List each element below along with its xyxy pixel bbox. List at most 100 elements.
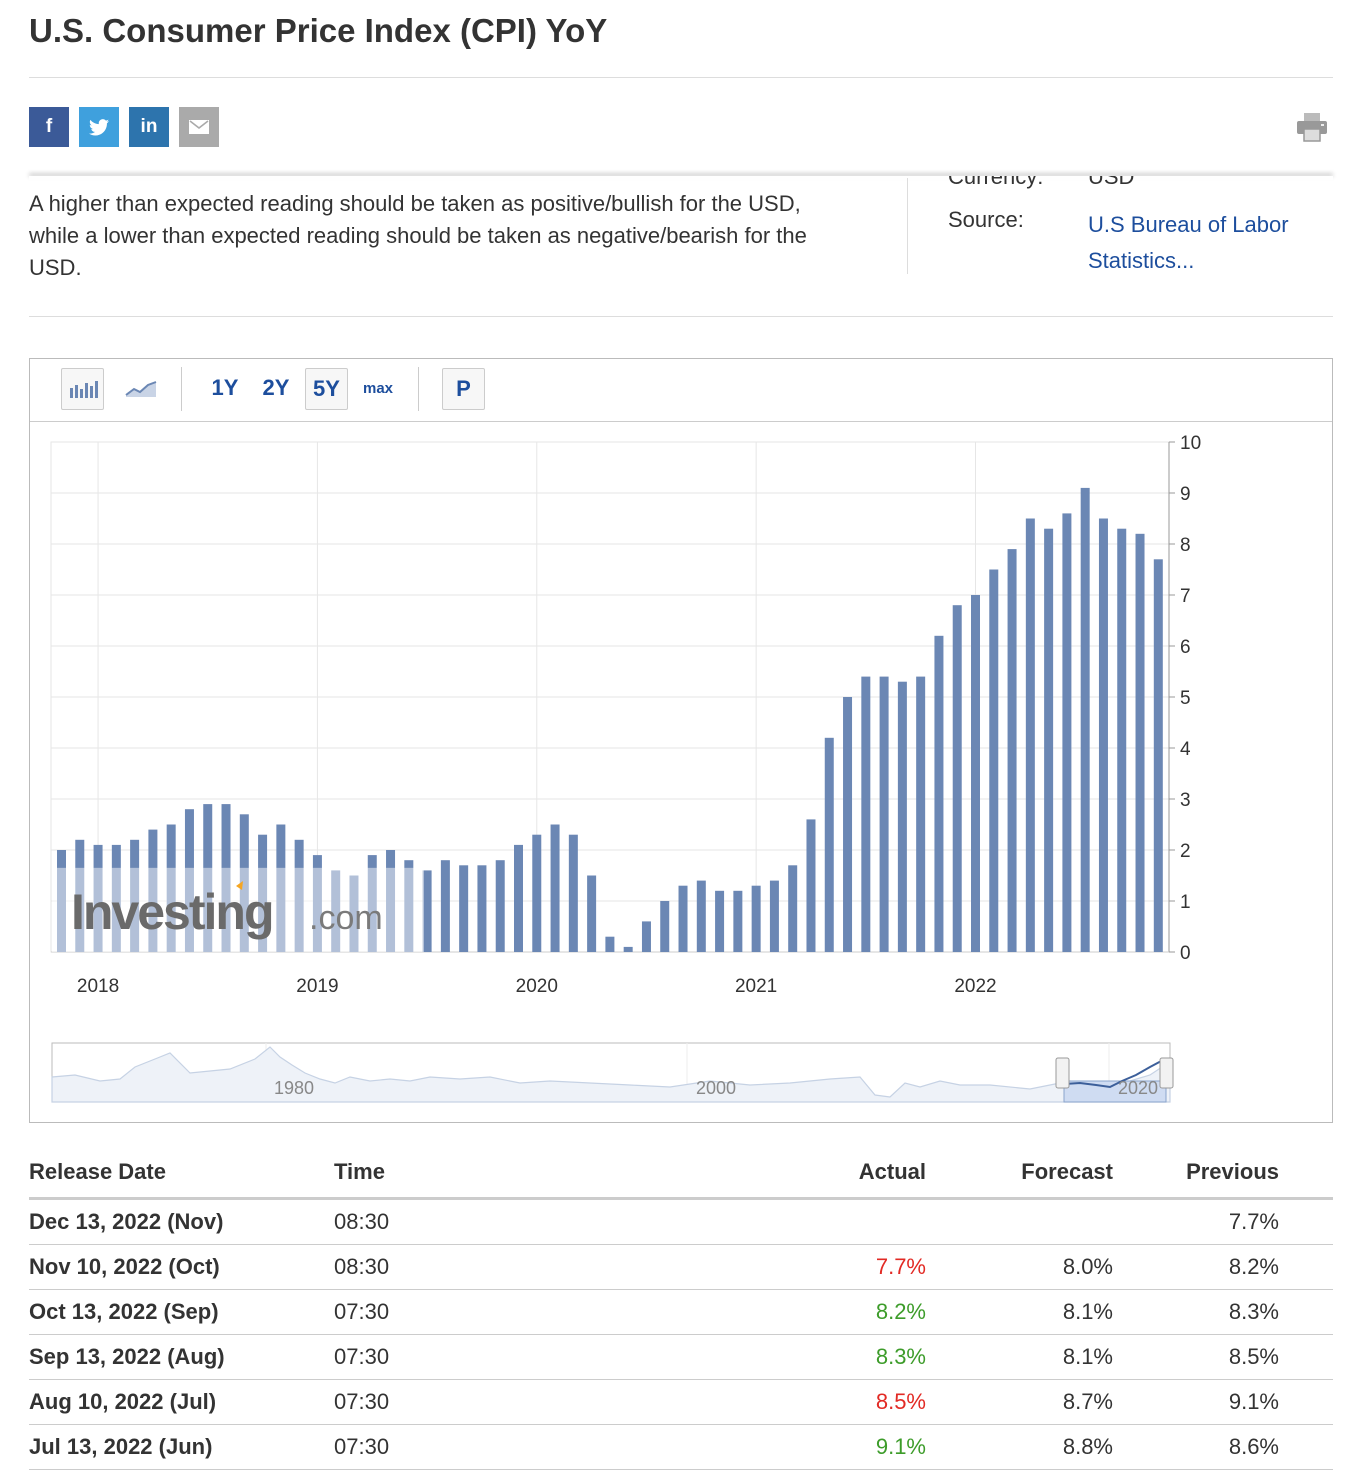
p-button[interactable]: P — [442, 368, 485, 410]
y-tick-label: 5 — [1180, 688, 1191, 709]
bar — [989, 569, 999, 952]
info-separator — [907, 178, 908, 274]
bar — [75, 839, 85, 952]
bar — [130, 839, 140, 952]
cell-time: 07:30 — [334, 1434, 390, 1459]
range-max-button[interactable]: max — [362, 379, 394, 397]
header-release-date[interactable]: Release Date — [29, 1159, 166, 1184]
cell-previous: 7.7% — [1228, 1209, 1279, 1234]
bar — [422, 870, 432, 952]
currency-label: Currency: — [948, 164, 1044, 189]
x-tick-label: 2021 — [735, 976, 777, 997]
cell-actual: 9.1% — [875, 1434, 926, 1459]
navigator-handle-left — [1055, 1057, 1070, 1089]
cell-release-date: Nov 10, 2022 (Oct) — [29, 1254, 220, 1279]
bar — [1153, 559, 1163, 952]
cell-time: 08:30 — [334, 1209, 390, 1234]
chart-container: 1Y 2Y 5Y max P 0 1 2 3 4 5 6 7 8 9 10 2018 2019 2020 2… — [29, 358, 1333, 1123]
twitter-icon — [89, 118, 109, 135]
bar — [1117, 528, 1127, 952]
bar — [239, 814, 249, 952]
bar — [733, 890, 743, 952]
bar — [824, 737, 834, 952]
source-link[interactable]: U.S Bureau of Labor Statistics... — [1088, 212, 1289, 273]
header-actual[interactable]: Actual — [858, 1159, 926, 1184]
bar — [440, 860, 450, 952]
bar — [166, 824, 176, 952]
email-share-button[interactable] — [179, 107, 219, 147]
bar — [788, 865, 798, 952]
navigator-handle-right — [1159, 1057, 1174, 1089]
bar — [532, 834, 542, 952]
y-tick-label: 6 — [1180, 637, 1191, 658]
cell-previous: 8.2% — [1228, 1254, 1279, 1279]
bar — [349, 875, 359, 952]
linkedin-icon: in — [140, 116, 158, 137]
cell-time: 07:30 — [334, 1344, 390, 1369]
toolbar-separator — [181, 367, 182, 411]
bar — [184, 809, 194, 952]
bar — [641, 921, 651, 952]
bar — [1080, 487, 1090, 952]
cell-forecast: 8.7% — [1062, 1389, 1113, 1414]
cell-actual: 7.7% — [875, 1254, 926, 1279]
bar-chart-button[interactable] — [61, 368, 104, 410]
header-previous[interactable]: Previous — [1186, 1159, 1279, 1184]
bar — [587, 875, 597, 952]
bar — [879, 676, 889, 952]
cell-forecast: 8.1% — [1062, 1344, 1113, 1369]
range-5y-button[interactable]: 5Y — [305, 368, 348, 410]
header-forecast[interactable]: Forecast — [1021, 1159, 1113, 1184]
y-tick-label: 1 — [1180, 892, 1191, 913]
bar — [1025, 518, 1035, 952]
description-text: A higher than expected reading should be… — [29, 191, 807, 280]
bar — [605, 936, 615, 952]
cell-time: 07:30 — [334, 1299, 390, 1324]
navigator-label: 1980 — [274, 1078, 314, 1098]
linkedin-share-button[interactable]: in — [129, 107, 169, 147]
table-row: Oct 13, 2022 (Sep) 07:30 8.2% 8.1% 8.3% — [29, 1290, 1333, 1335]
bar — [1062, 513, 1072, 952]
chart-toolbar: 1Y 2Y 5Y max P — [30, 359, 1332, 422]
cell-release-date: Dec 13, 2022 (Nov) — [29, 1209, 224, 1234]
twitter-share-button[interactable] — [79, 107, 119, 147]
range-2y-button[interactable]: 2Y — [262, 375, 290, 400]
y-tick-label: 4 — [1180, 739, 1191, 760]
bar — [678, 885, 688, 952]
bar — [897, 681, 907, 952]
y-tick-label: 3 — [1180, 790, 1191, 811]
cell-actual: 8.3% — [875, 1344, 926, 1369]
cell-forecast: 8.1% — [1062, 1299, 1113, 1324]
bar — [495, 860, 505, 952]
bar — [1007, 549, 1017, 952]
cpi-chart: 0 1 2 3 4 5 6 7 8 9 10 2018 2019 2020 2021 2022 Investin… — [50, 433, 1201, 1103]
bar — [477, 865, 487, 952]
area-chart-icon — [125, 381, 157, 397]
bar — [660, 901, 670, 952]
cell-actual: 8.5% — [875, 1389, 926, 1414]
watermark-suffix: .com — [309, 899, 383, 937]
table-row: Sep 13, 2022 (Aug) 07:30 8.3% 8.1% 8.5% — [29, 1335, 1333, 1380]
bar — [952, 605, 962, 952]
navigator-selected-line — [1063, 1058, 1166, 1089]
cell-time: 08:30 — [334, 1254, 390, 1279]
facebook-share-button[interactable]: f — [29, 107, 69, 147]
bar — [806, 819, 816, 952]
x-tick-label: 2019 — [296, 976, 338, 997]
range-1y-button[interactable]: 1Y — [211, 375, 239, 400]
print-icon[interactable] — [1296, 112, 1328, 142]
bar — [1135, 533, 1145, 952]
y-tick-label: 10 — [1180, 433, 1201, 454]
line-chart-button[interactable] — [119, 368, 163, 408]
bar — [331, 870, 341, 952]
bar — [971, 595, 980, 952]
x-tick-label: 2018 — [77, 976, 119, 997]
bar — [550, 824, 560, 952]
bar — [751, 885, 761, 952]
source-label: Source: — [948, 207, 1024, 232]
bar — [404, 860, 414, 952]
cell-release-date: Aug 10, 2022 (Jul) — [29, 1389, 217, 1414]
header-time[interactable]: Time — [334, 1159, 385, 1184]
x-tick-label: 2022 — [954, 976, 996, 997]
y-tick-label: 2 — [1180, 841, 1191, 862]
